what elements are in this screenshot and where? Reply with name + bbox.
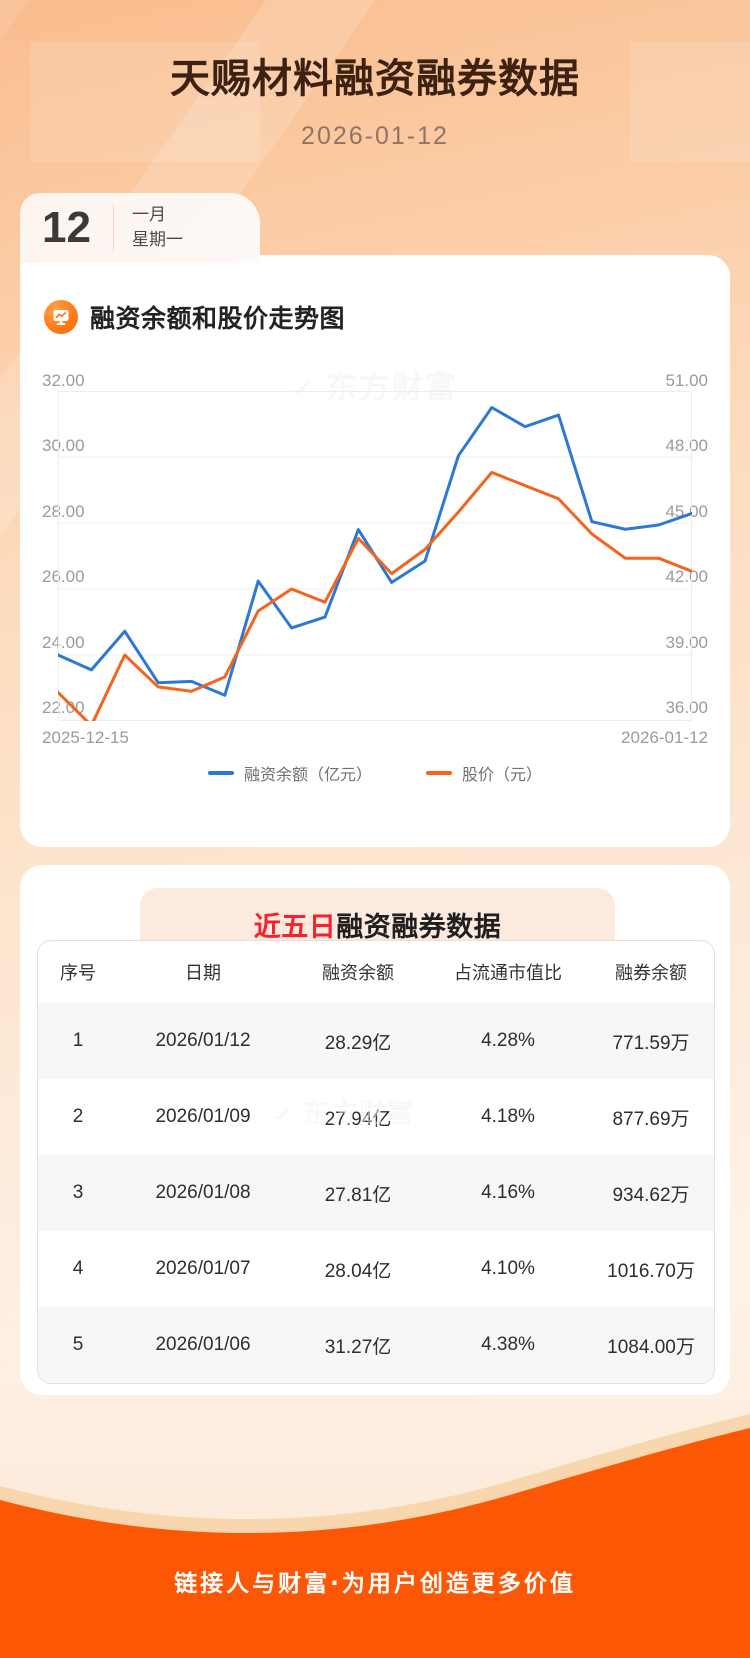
- cell-short-balance: 877.69万: [612, 1108, 690, 1130]
- table-header-row: 序号 日期 融资余额 占流通市值比 融券余额: [38, 941, 714, 1003]
- cell-date: 2026/01/08: [155, 1182, 251, 1203]
- left-axis-tick-0: 32.00: [42, 371, 85, 390]
- background-block-1: [30, 42, 260, 162]
- cell-short-balance: 934.62万: [612, 1184, 690, 1206]
- right-axis-tick-4: 39.00: [665, 633, 708, 652]
- column-header-ratio: 占流通市值比: [454, 963, 562, 983]
- cell-no: 2: [72, 1106, 84, 1127]
- date-card-weekday: 星期一: [131, 230, 183, 249]
- cell-date: 2026/01/06: [155, 1334, 251, 1355]
- cell-margin-balance: 28.29亿: [324, 1032, 392, 1054]
- cell-date: 2026/01/12: [155, 1030, 251, 1051]
- table-row[interactable]: 4 2026/01/07 28.04亿 4.10% 1016.70万: [38, 1231, 714, 1307]
- table-title-rest: 融资融券数据: [336, 911, 502, 943]
- column-header-date: 日期: [185, 963, 221, 983]
- column-header-short-balance: 融券余额: [615, 963, 687, 983]
- table-title: 近五日融资融券数据: [254, 905, 502, 944]
- cell-date: 2026/01/07: [155, 1258, 251, 1279]
- table-row[interactable]: 5 2026/01/06 31.27亿 4.38% 1084.00万: [38, 1307, 714, 1383]
- chart-title: 融资余额和股价走势图: [90, 304, 346, 333]
- cell-ratio: 4.38%: [481, 1334, 535, 1355]
- cell-short-balance: 1084.00万: [607, 1336, 695, 1358]
- left-axis-tick-5: 22.00: [42, 698, 85, 717]
- cell-margin-balance: 31.27亿: [324, 1336, 392, 1358]
- left-axis-tick-1: 30.00: [42, 436, 85, 455]
- legend-item-price[interactable]: 股价（元）: [426, 761, 542, 785]
- right-axis-tick-5: 36.00: [665, 698, 708, 717]
- cell-no: 5: [72, 1334, 84, 1355]
- chart-area: 东方财富 32.00 30.00 28.00 26.00 24.00 22.00…: [20, 357, 730, 787]
- table-row[interactable]: 3 2026/01/08 27.81亿 4.16% 934.62万: [38, 1155, 714, 1231]
- chart-card: 融资余额和股价走势图 东方财富 32.00 30.00 28.00 26.00 …: [20, 255, 730, 847]
- date-card-text: 一月 星期一: [132, 206, 183, 249]
- left-axis-tick-2: 28.00: [42, 502, 85, 521]
- page-title: 天赐材料融资融券数据: [170, 56, 580, 102]
- footer-wave: [0, 1414, 750, 1658]
- right-axis-tick-1: 48.00: [665, 436, 708, 455]
- cell-margin-balance: 28.04亿: [324, 1260, 392, 1282]
- cell-margin-balance: 27.81亿: [324, 1184, 392, 1206]
- right-axis-tick-0: 51.00: [665, 371, 708, 390]
- chart-monitor-icon: [44, 300, 78, 334]
- table-row[interactable]: 1 2026/01/12 28.29亿 4.28% 771.59万: [38, 1003, 714, 1079]
- footer-slogan: 链接人与财富·为用户创造更多价值: [174, 1571, 576, 1597]
- cell-ratio: 4.16%: [481, 1182, 535, 1203]
- chart-card-header: 融资余额和股价走势图: [20, 255, 730, 335]
- legend-label-margin: 融资余额（亿元）: [243, 767, 372, 784]
- table-title-highlight: 近五日: [253, 911, 337, 943]
- legend-swatch-price: [426, 771, 452, 775]
- legend-label-price: 股价（元）: [462, 767, 543, 784]
- chart-watermark: 东方财富: [288, 362, 458, 407]
- date-card-divider: [112, 205, 114, 251]
- legend-item-margin[interactable]: 融资余额（亿元）: [207, 761, 372, 785]
- margin-data-table: 序号 日期 融资余额 占流通市值比 融券余额 1 2026/01/12 28.2…: [37, 940, 715, 1384]
- x-axis-label-left: 2025-12-15: [42, 728, 129, 747]
- x-axis-label-right: 2026-01-12: [621, 728, 708, 747]
- column-header-margin-balance: 融资余额: [322, 963, 394, 983]
- poster-footer: 链接人与财富·为用户创造更多价值: [0, 1408, 750, 1658]
- date-card: 12 一月 星期一: [20, 193, 260, 263]
- chart-watermark-text: 东方财富: [326, 370, 458, 406]
- cell-short-balance: 1016.70万: [607, 1260, 695, 1282]
- cell-ratio: 4.28%: [481, 1030, 535, 1051]
- right-axis-tick-3: 42.00: [665, 567, 708, 586]
- background-block-2: [630, 42, 750, 162]
- page-date: 2026-01-12: [301, 122, 449, 150]
- table-card: 近五日融资融券数据 序号 日期 融资余额 占流通市值比 融券余额 1 2026/…: [20, 865, 730, 1395]
- date-card-day: 12: [42, 203, 91, 252]
- date-card-month: 一月: [131, 205, 166, 225]
- chart-legend: 融资余额（亿元） 股价（元）: [20, 761, 730, 785]
- column-header-no: 序号: [60, 963, 96, 983]
- legend-swatch-margin: [207, 771, 234, 775]
- left-axis-tick-4: 24.00: [42, 633, 85, 652]
- cell-no: 1: [72, 1030, 84, 1051]
- right-axis-tick-2: 45.00: [665, 502, 708, 521]
- cell-date: 2026/01/09: [155, 1106, 251, 1127]
- eastmoney-logo-icon: [290, 375, 313, 395]
- cell-ratio: 4.10%: [481, 1258, 535, 1279]
- chart-plot: [58, 391, 692, 721]
- cell-margin-balance: 27.94亿: [324, 1108, 392, 1130]
- poster-header: 天赐材料融资融券数据 2026-01-12: [0, 0, 750, 190]
- cell-ratio: 4.18%: [481, 1106, 535, 1127]
- left-axis-tick-3: 26.00: [42, 567, 85, 586]
- cell-no: 3: [72, 1182, 84, 1203]
- table-row[interactable]: 2 2026/01/09 27.94亿 4.18% 877.69万: [38, 1079, 714, 1155]
- cell-short-balance: 771.59万: [612, 1032, 690, 1054]
- cell-no: 4: [72, 1258, 84, 1279]
